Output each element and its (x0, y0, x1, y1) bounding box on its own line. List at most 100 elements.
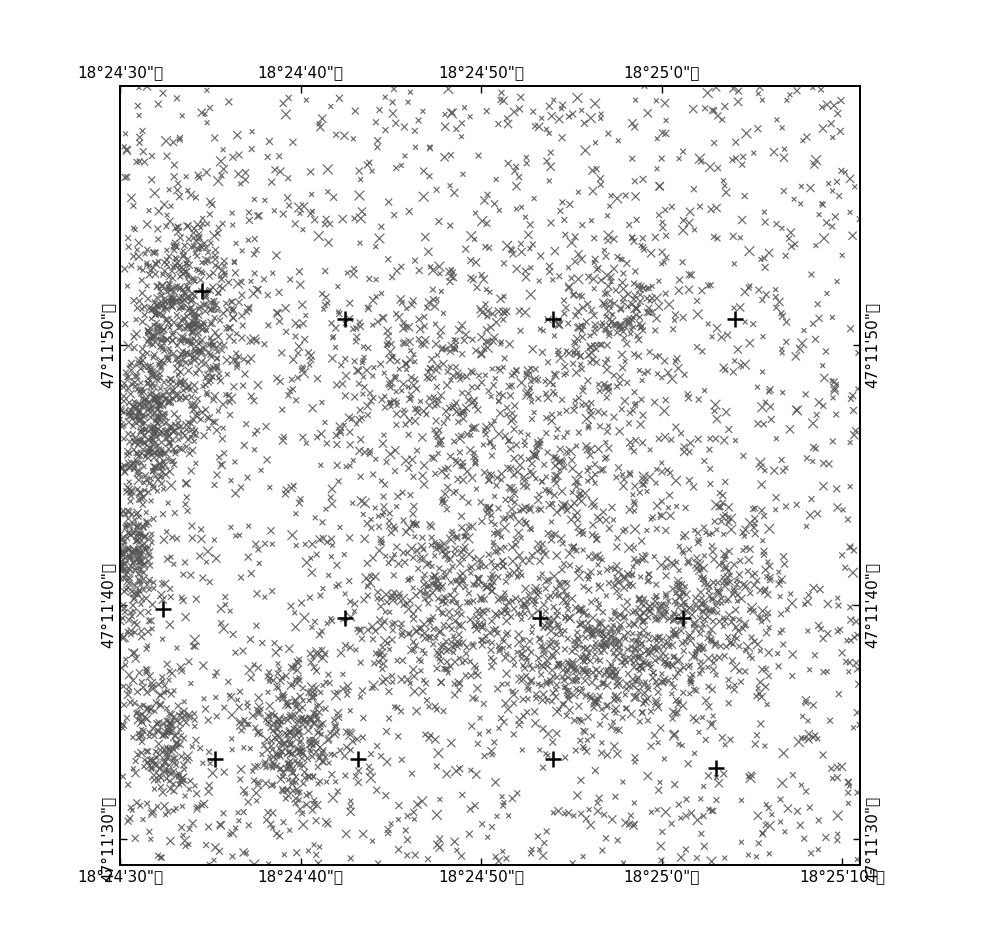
Point (451, 369, 467, 384)
Point (122, 358, 138, 373)
Point (723, 511, 739, 526)
Point (491, 304, 507, 319)
Point (386, 207, 402, 222)
Point (761, 620, 777, 636)
Point (740, 847, 756, 863)
Point (165, 259, 181, 275)
Point (216, 700, 232, 715)
Point (654, 508, 670, 523)
Point (152, 688, 168, 703)
Point (552, 317, 568, 332)
Point (683, 634, 699, 649)
Point (651, 348, 667, 363)
Point (174, 442, 190, 457)
Point (430, 574, 446, 589)
Point (701, 583, 717, 598)
Point (124, 609, 140, 624)
Point (647, 594, 663, 609)
Point (547, 458, 563, 473)
Point (354, 355, 370, 370)
Point (648, 577, 664, 592)
Point (494, 86, 510, 101)
Point (389, 394, 405, 409)
Point (116, 546, 132, 561)
Point (146, 446, 162, 461)
Point (186, 412, 202, 428)
Point (399, 545, 415, 560)
Point (375, 640, 391, 656)
Point (526, 191, 542, 206)
Point (203, 362, 219, 377)
Point (472, 552, 488, 567)
Point (174, 771, 190, 787)
Point (280, 388, 296, 403)
Point (413, 663, 429, 678)
Point (745, 502, 761, 517)
Point (438, 542, 454, 557)
Point (773, 306, 789, 321)
Point (634, 661, 650, 676)
Point (834, 547, 850, 562)
Point (227, 454, 243, 469)
Point (457, 100, 473, 115)
Point (789, 403, 805, 418)
Point (224, 294, 240, 310)
Point (446, 434, 462, 449)
Point (114, 660, 130, 675)
Point (207, 325, 223, 340)
Point (132, 526, 148, 542)
Point (296, 199, 312, 214)
Point (607, 789, 623, 805)
Point (575, 653, 591, 668)
Point (632, 610, 648, 625)
Point (147, 185, 163, 200)
Point (695, 640, 711, 656)
Point (281, 90, 297, 105)
Point (504, 791, 520, 807)
Point (261, 674, 277, 689)
Point (540, 748, 556, 763)
Point (198, 256, 214, 271)
Point (433, 580, 449, 596)
Point (409, 401, 425, 416)
Point (490, 544, 506, 560)
Point (161, 182, 177, 198)
Point (430, 580, 446, 596)
Point (799, 129, 815, 144)
Point (629, 212, 645, 227)
Point (815, 197, 831, 212)
Point (162, 715, 178, 731)
Point (808, 441, 824, 456)
Point (177, 428, 193, 444)
Point (314, 624, 330, 639)
Point (321, 732, 337, 747)
Point (156, 343, 172, 358)
Point (496, 714, 512, 730)
Point (571, 487, 587, 503)
Point (285, 783, 301, 798)
Point (178, 256, 194, 271)
Point (168, 769, 184, 784)
Point (162, 773, 178, 788)
Point (776, 549, 792, 564)
Point (288, 700, 304, 715)
Point (130, 465, 146, 480)
Point (353, 656, 369, 671)
Point (667, 777, 683, 792)
Point (323, 99, 339, 114)
Point (134, 286, 150, 301)
Point (530, 543, 546, 559)
Point (186, 706, 202, 721)
Point (481, 501, 497, 516)
Point (470, 603, 486, 618)
Point (735, 525, 751, 541)
Point (659, 598, 675, 614)
Point (706, 662, 722, 677)
Point (143, 701, 159, 716)
Point (183, 676, 199, 692)
Point (488, 606, 504, 621)
Point (451, 675, 467, 691)
Point (585, 640, 601, 656)
Point (444, 621, 460, 637)
Point (270, 722, 286, 737)
